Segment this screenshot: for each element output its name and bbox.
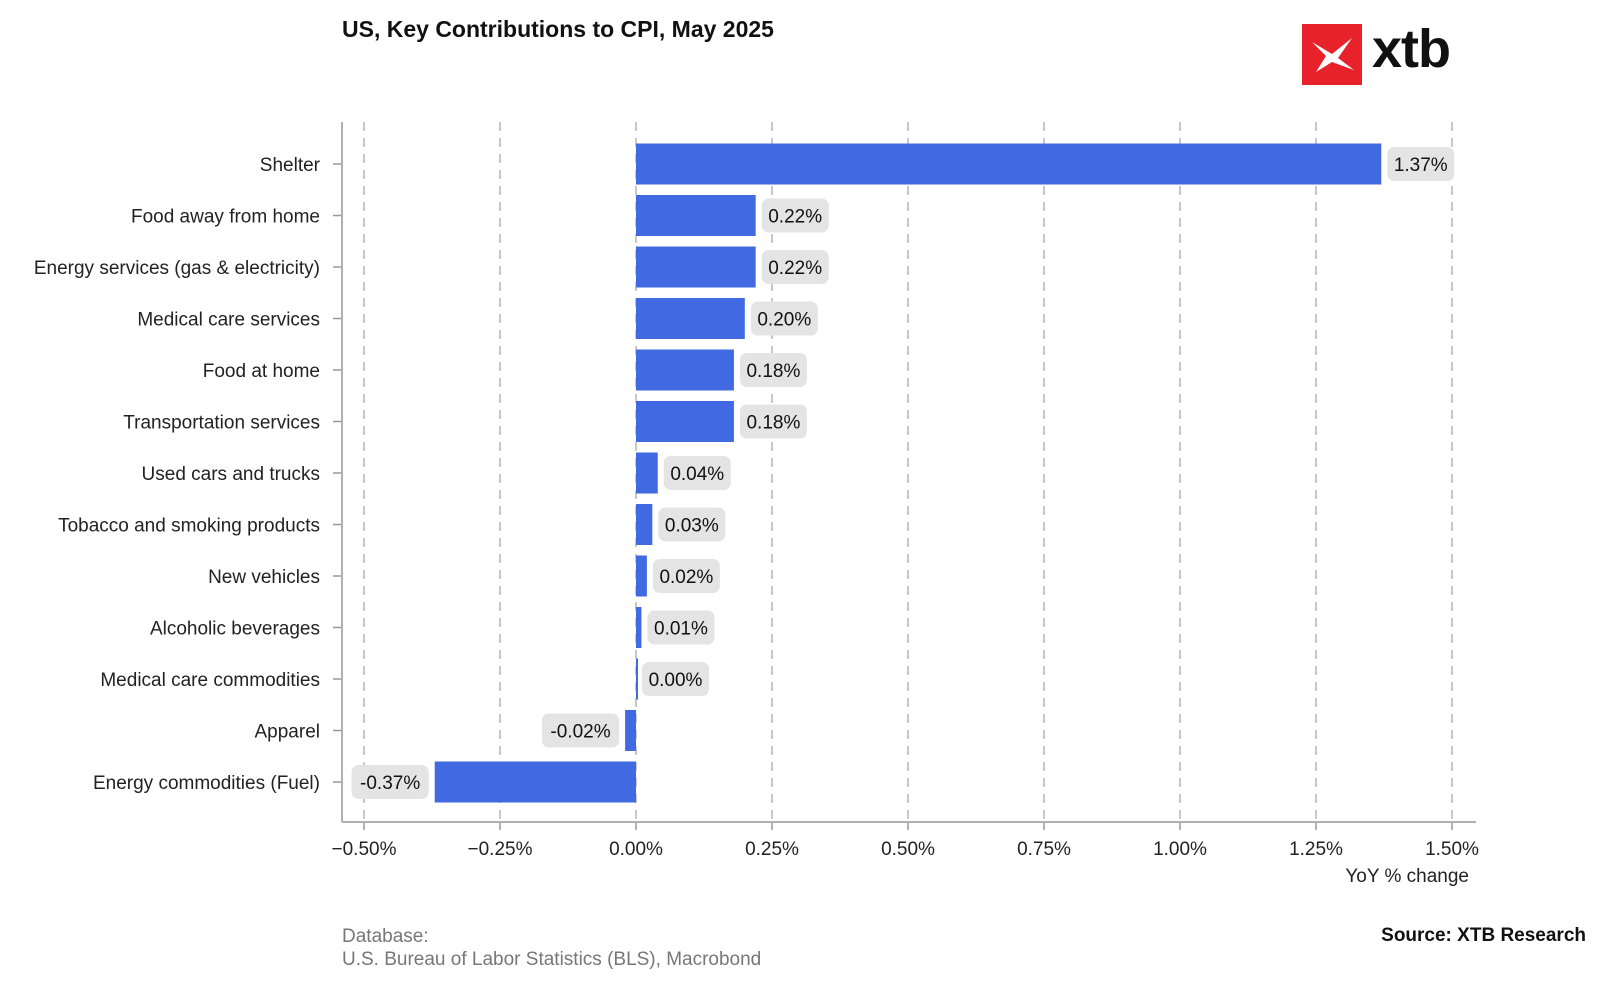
x-tick-label: 1.50% <box>1425 839 1479 860</box>
category-label: Food away from home <box>131 207 320 228</box>
data-label: 0.20% <box>757 310 811 331</box>
bar <box>636 555 647 597</box>
category-label: Medical care commodities <box>100 670 320 691</box>
bar <box>636 401 734 442</box>
data-label-background <box>351 765 429 799</box>
bar <box>636 452 658 494</box>
data-label-background <box>652 559 720 593</box>
axes <box>341 122 1476 823</box>
bar <box>636 298 745 339</box>
data-label: 0.18% <box>746 361 800 382</box>
data-label-background <box>750 301 818 336</box>
data-label-background <box>541 713 620 748</box>
category-label: Shelter <box>260 155 321 176</box>
x-tick-label: −0.25% <box>468 839 533 860</box>
bar <box>636 349 734 391</box>
x-tick-label: −0.50% <box>332 839 397 860</box>
database-value: U.S. Bureau of Labor Statistics (BLS), M… <box>342 949 762 970</box>
xtb-logo: xtb <box>1302 19 1462 88</box>
x-tick-label: 0.25% <box>745 839 799 860</box>
bar <box>636 504 653 545</box>
data-label-background <box>761 250 829 284</box>
x-axis-title: YoY % change <box>1345 866 1469 887</box>
x-tick-label: 0.50% <box>881 839 935 860</box>
category-label: Apparel <box>255 722 321 743</box>
database-note: Database: U.S. Bureau of Labor Statistic… <box>342 925 761 971</box>
x-tick-label: 1.25% <box>1289 839 1343 860</box>
data-label: 0.04% <box>670 464 724 485</box>
bar <box>636 143 1382 185</box>
bar <box>434 761 636 803</box>
x-tick-label: 0.00% <box>609 839 663 860</box>
source-credit: Source: XTB Research <box>1381 925 1586 946</box>
category-label: Transportation services <box>123 413 320 434</box>
data-label: -0.02% <box>550 722 610 743</box>
data-label-background <box>1387 147 1455 181</box>
data-label: -0.37% <box>360 773 420 794</box>
bar <box>625 710 636 751</box>
xtb-logo-text: xtb <box>1372 19 1451 79</box>
data-label: 0.22% <box>768 207 822 228</box>
x-axis-ticks: −0.50% −0.25% 0.00% 0.25% 0.50% 0.75% 1.00% 1.2… <box>332 822 1479 860</box>
database-label: Database: <box>342 926 429 947</box>
grid-lines <box>363 122 1453 822</box>
data-label: 0.22% <box>768 258 822 279</box>
category-label: Alcoholic beverages <box>150 619 320 640</box>
category-label: Tobacco and smoking products <box>58 516 320 537</box>
data-label-background <box>739 404 807 439</box>
x-tick-label: 0.75% <box>1017 839 1071 860</box>
data-labels: 1.37% 0.22% 0.22% 0.20% 0.18% 0.18% 0.04% 0.03%… <box>351 147 1455 799</box>
category-label: Medical care services <box>137 310 320 331</box>
data-label: 1.37% <box>1394 155 1448 176</box>
data-label-background <box>647 610 715 645</box>
chart-title: US, Key Contributions to CPI, May 2025 <box>342 16 774 42</box>
category-labels: Shelter Food away from home Energy service… <box>34 155 342 794</box>
bar <box>636 658 638 700</box>
category-label: Energy services (gas & electricity) <box>34 258 320 279</box>
category-label: Energy commodities (Fuel) <box>93 773 320 794</box>
data-label-background <box>739 353 807 387</box>
data-label: 0.18% <box>746 413 800 434</box>
data-label: 0.02% <box>659 567 713 588</box>
x-tick-label: 1.00% <box>1153 839 1207 860</box>
category-label: Food at home <box>203 361 320 382</box>
data-label-background <box>663 456 731 490</box>
category-label: New vehicles <box>208 567 320 588</box>
data-label-background <box>642 662 709 696</box>
data-label-background <box>761 198 829 233</box>
xtb-logo-mark-icon <box>1302 24 1362 85</box>
category-label: Used cars and trucks <box>142 464 320 485</box>
bar <box>636 246 756 288</box>
bars <box>434 143 1382 803</box>
data-label: 0.03% <box>665 516 719 537</box>
bar <box>636 607 642 648</box>
data-label-background <box>658 507 726 542</box>
data-label: 0.00% <box>649 670 703 691</box>
bar <box>636 195 756 236</box>
data-label: 0.01% <box>654 619 708 640</box>
